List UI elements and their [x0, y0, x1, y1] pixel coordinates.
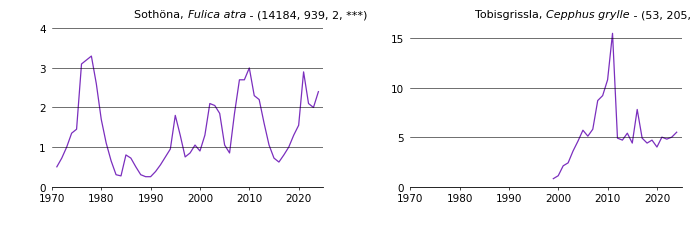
- Text: - (53, 205, 4.1, ***): - (53, 205, 4.1, ***): [630, 10, 692, 20]
- Text: Cepphus grylle: Cepphus grylle: [546, 10, 630, 20]
- Text: Fulica atra: Fulica atra: [188, 10, 246, 20]
- Text: Tobisgrissla,: Tobisgrissla,: [475, 10, 546, 20]
- Text: - (14184, 939, 2, ***): - (14184, 939, 2, ***): [246, 10, 367, 20]
- Text: Sothöna,: Sothöna,: [134, 10, 188, 20]
